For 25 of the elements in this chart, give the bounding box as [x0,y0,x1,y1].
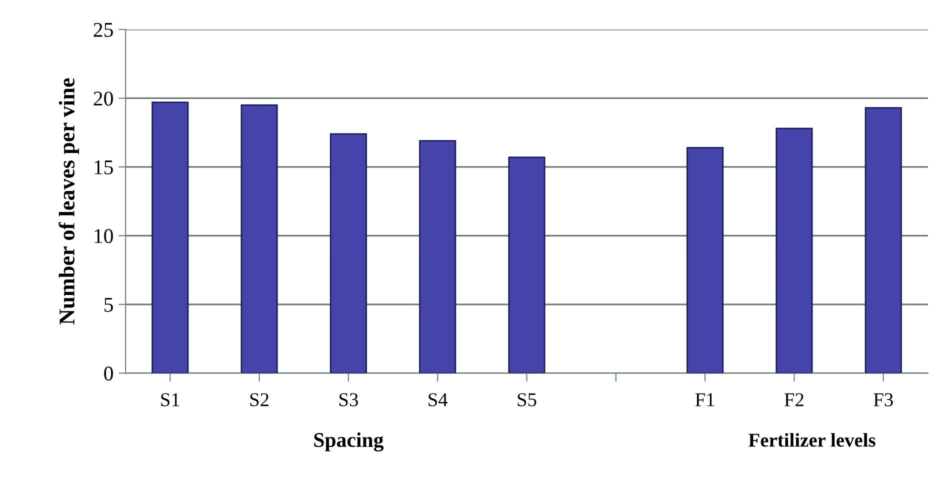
y-tick-label: 25 [94,22,113,37]
bar [508,156,546,374]
y-tick-label: 15 [94,160,113,174]
bar [776,128,813,374]
y-tick-label: 5 [104,298,113,312]
bar [686,147,724,374]
x-tick-label: S5 [518,393,536,406]
bar [864,107,902,374]
x-tick-label: F2 [784,393,804,406]
x-axis-title: Spacing [314,432,384,452]
x-tick-label: F3 [874,393,893,406]
bar [330,133,367,374]
bar [240,104,278,374]
text: Fertilizer levels [748,433,876,447]
x-tick-label: S3 [339,393,358,406]
x-tick-label: F1 [695,393,714,406]
y-tick-label: 10 [94,229,113,244]
x-tick-label: S2 [250,393,268,406]
y-axis-title: Number of leaves per vine [58,78,80,325]
bar [152,102,189,374]
x-tick-label: S1 [161,393,180,406]
bar [419,140,456,374]
x-tick-label: S4 [428,393,448,406]
y-tick-label: 0 [104,366,113,381]
y-tick-label: 20 [94,92,113,106]
